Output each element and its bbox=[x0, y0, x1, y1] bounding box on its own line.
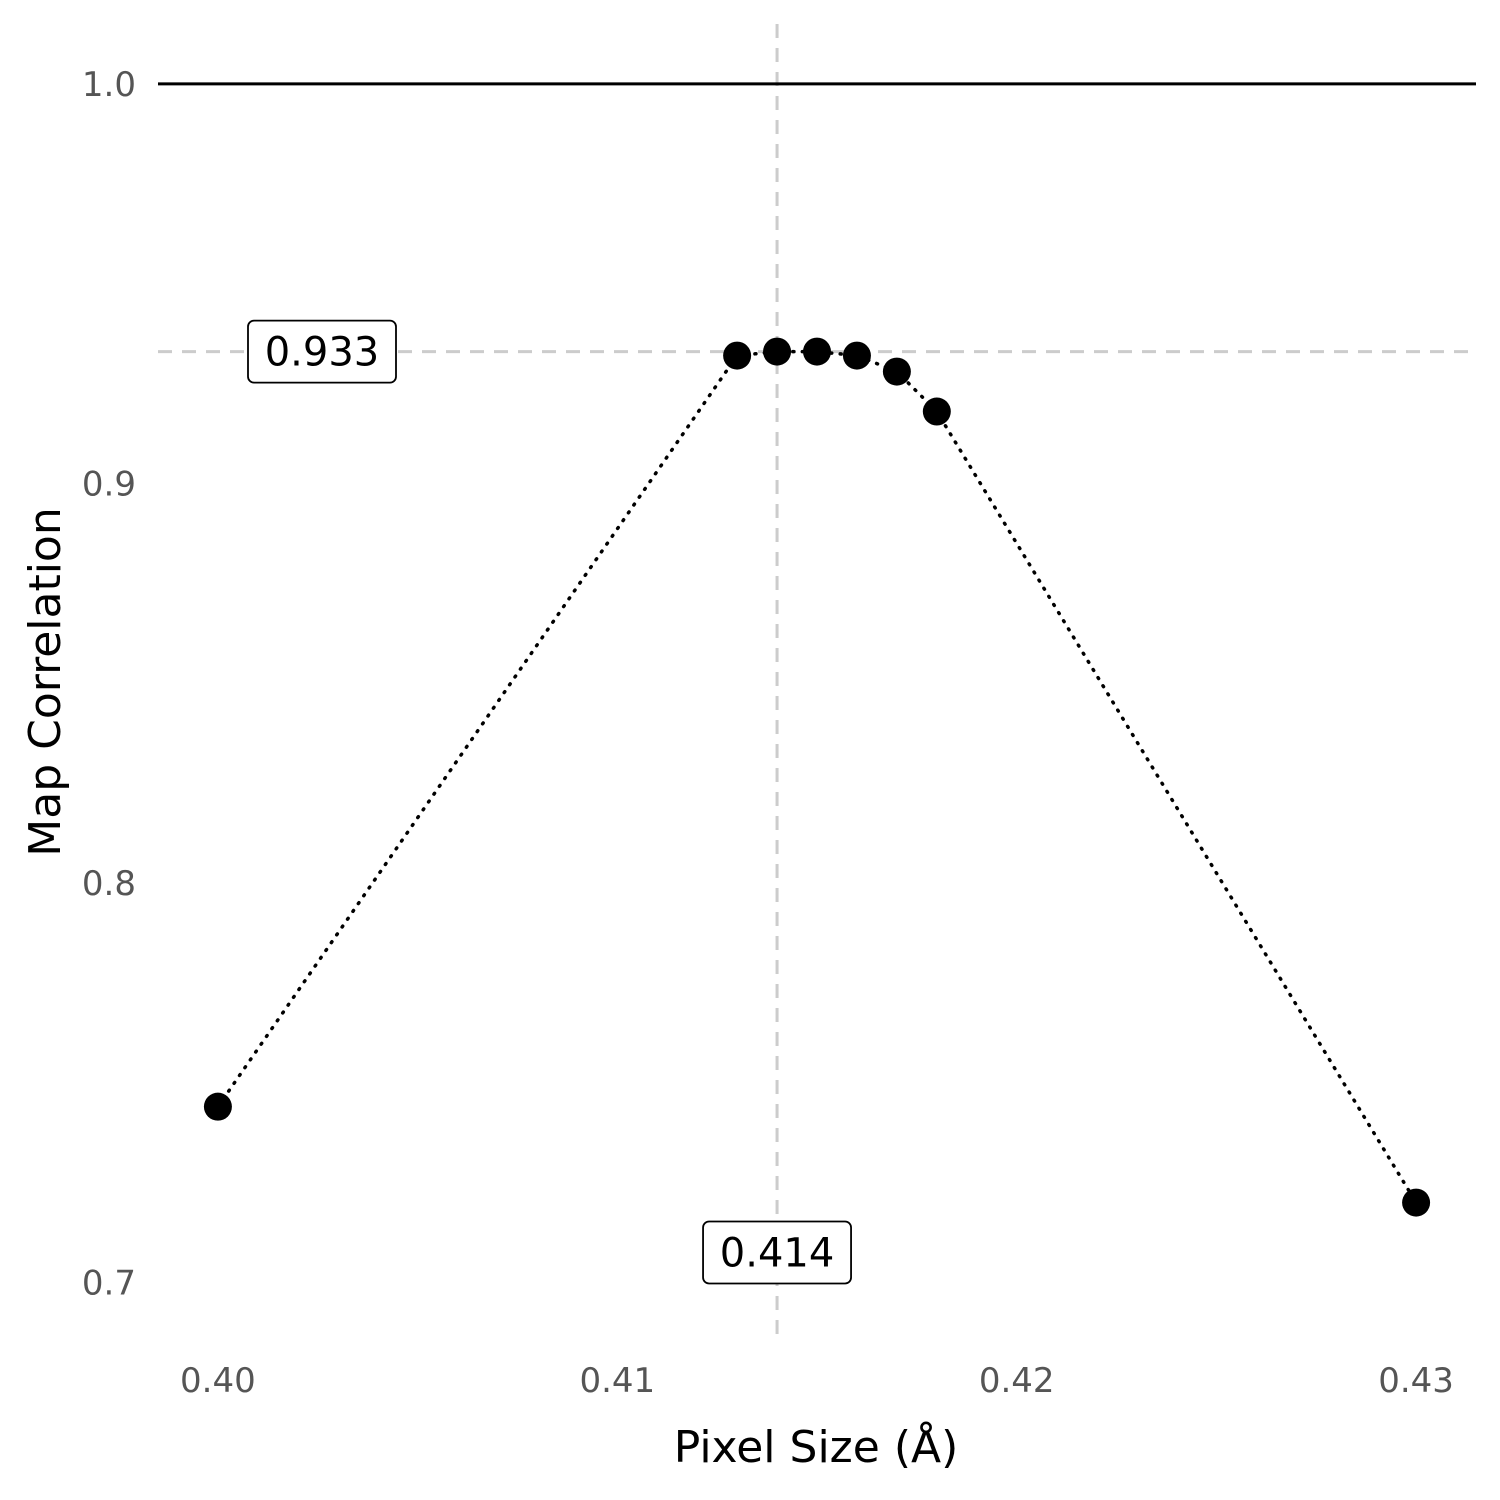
y-tick-label: 0.7 bbox=[82, 1263, 136, 1303]
series-line-layer bbox=[216, 349, 1418, 1205]
data-point bbox=[203, 1092, 232, 1121]
annotation-box bbox=[702, 1220, 852, 1285]
x-axis-ticks: 0.40 0.41 0.42 0.43 bbox=[180, 1361, 1454, 1401]
y-axis-ticks: 0.7 0.8 0.9 1.0 bbox=[82, 65, 136, 1304]
annotation-text: 0.933 bbox=[265, 330, 380, 376]
y-tick-label: 0.8 bbox=[82, 864, 136, 904]
x-tick-label: 0.42 bbox=[979, 1361, 1055, 1401]
annotation-label: 0.414 bbox=[702, 1220, 852, 1285]
y-tick-label: 1.0 bbox=[82, 65, 136, 105]
y-axis-title: Map Correlation bbox=[20, 507, 71, 856]
x-axis-title: Pixel Size (Å) bbox=[674, 1420, 959, 1473]
x-tick-label: 0.40 bbox=[180, 1361, 256, 1401]
annotation-text: 0.414 bbox=[720, 1231, 835, 1277]
annotations: 0.933 0.414 bbox=[247, 319, 852, 1285]
data-point bbox=[803, 337, 831, 366]
data-point bbox=[882, 357, 911, 386]
reference-lines bbox=[158, 24, 1476, 1342]
annotation-box bbox=[247, 319, 397, 384]
x-tick-label: 0.41 bbox=[579, 1361, 655, 1401]
data-point bbox=[763, 337, 792, 366]
data-point bbox=[922, 397, 951, 426]
series-line bbox=[216, 349, 1418, 1205]
y-tick-label: 0.9 bbox=[82, 464, 136, 504]
data-point bbox=[723, 341, 752, 370]
x-tick-label: 0.43 bbox=[1378, 1361, 1454, 1401]
data-points bbox=[203, 337, 1431, 1217]
data-point bbox=[842, 341, 871, 370]
data-point bbox=[1402, 1188, 1431, 1217]
annotation-label: 0.933 bbox=[247, 319, 397, 384]
